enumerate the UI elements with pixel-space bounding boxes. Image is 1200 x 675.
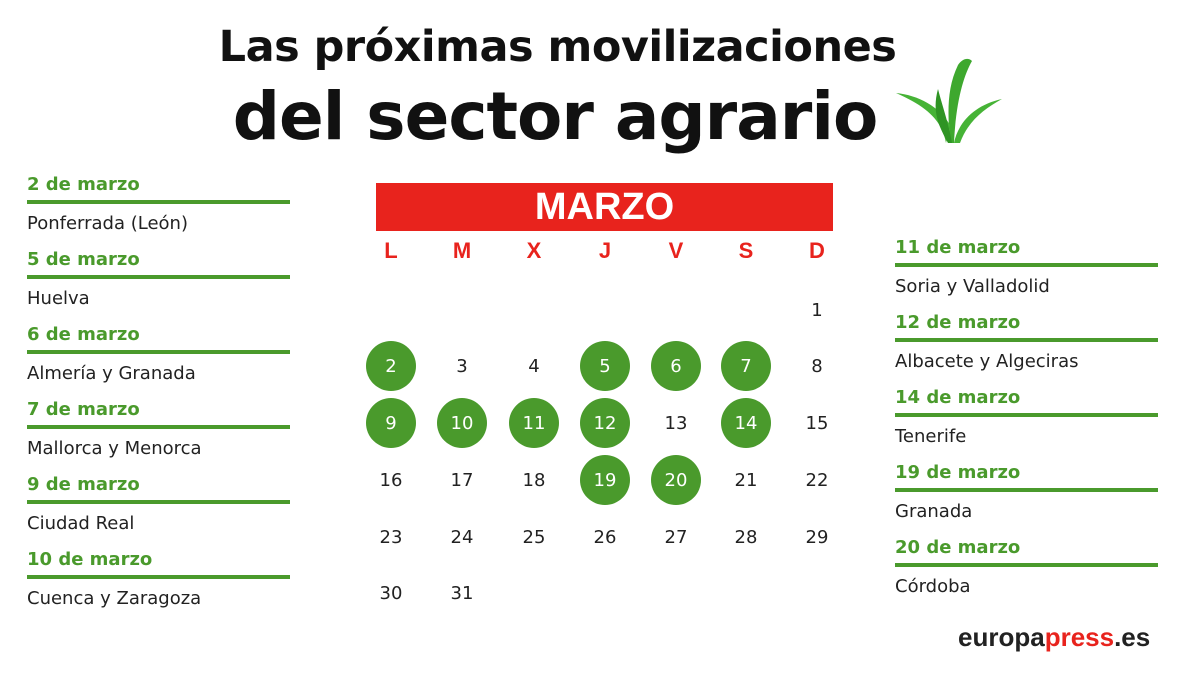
left-event-list: 2 de marzo Ponferrada (León) 5 de marzo Hue… [27, 174, 290, 624]
event-date: 7 de marzo [27, 399, 140, 420]
event-entry: 9 de marzo Ciudad Real [27, 474, 290, 549]
event-place: Córdoba [895, 576, 971, 597]
event-divider [895, 563, 1158, 567]
event-place: Huelva [27, 288, 90, 309]
weekday-label: S [738, 238, 754, 263]
calendar-day-highlighted: 10 [437, 398, 487, 448]
event-entry: 5 de marzo Huelva [27, 249, 290, 324]
calendar-day: 24 [450, 526, 474, 548]
calendar-day: 21 [734, 469, 758, 491]
event-date: 5 de marzo [27, 249, 140, 270]
calendar-day-highlighted: 14 [721, 398, 771, 448]
europapress-logo: europapress.es [958, 622, 1168, 653]
calendar-day: 17 [450, 469, 474, 491]
event-date: 14 de marzo [895, 387, 1021, 408]
calendar-day: 18 [522, 469, 546, 491]
calendar-day: 13 [664, 412, 688, 434]
event-entry: 12 de marzo Albacete y Algeciras [895, 312, 1158, 387]
calendar-day-highlighted: 6 [651, 341, 701, 391]
logo-text-main: europa [958, 622, 1045, 652]
calendar-day-highlighted: 9 [366, 398, 416, 448]
event-divider [27, 500, 290, 504]
weekday-label: V [668, 238, 684, 263]
event-date: 11 de marzo [895, 237, 1021, 258]
weekday-label: M [452, 238, 472, 263]
event-date: 9 de marzo [27, 474, 140, 495]
calendar-day-highlighted: 12 [580, 398, 630, 448]
calendar-day: 8 [811, 355, 823, 377]
logo-text-accent: press [1044, 622, 1115, 652]
event-divider [895, 338, 1158, 342]
calendar-day: 31 [450, 582, 474, 604]
event-divider [895, 263, 1158, 267]
weekday-label: L [384, 238, 398, 263]
calendar-day: 27 [664, 526, 688, 548]
calendar-day: 25 [522, 526, 546, 548]
weekday-label: D [809, 238, 825, 263]
event-place: Tenerife [895, 426, 967, 447]
calendar-day-highlighted: 20 [651, 455, 701, 505]
event-date: 19 de marzo [895, 462, 1021, 483]
event-entry: 7 de marzo Mallorca y Menorca [27, 399, 290, 474]
calendar-day-highlighted: 7 [721, 341, 771, 391]
event-entry: 11 de marzo Soria y Valladolid [895, 237, 1158, 312]
event-divider [27, 275, 290, 279]
event-entry: 19 de marzo Granada [895, 462, 1158, 537]
logo-text-suffix: .es [1114, 622, 1151, 652]
calendar-day: 26 [593, 526, 617, 548]
event-entry: 2 de marzo Ponferrada (León) [27, 174, 290, 249]
calendar-day: 30 [379, 582, 403, 604]
event-date: 2 de marzo [27, 174, 140, 195]
event-divider [895, 413, 1158, 417]
event-place: Albacete y Algeciras [895, 351, 1079, 372]
weekday-label: X [526, 238, 542, 263]
event-place: Almería y Granada [27, 363, 196, 384]
event-date: 20 de marzo [895, 537, 1021, 558]
calendar-day-highlighted: 11 [509, 398, 559, 448]
calendar-day: 16 [379, 469, 403, 491]
event-divider [895, 488, 1158, 492]
event-divider [27, 350, 290, 354]
calendar-day: 1 [811, 299, 823, 321]
month-header: MARZO [376, 183, 833, 231]
event-place: Mallorca y Menorca [27, 438, 202, 459]
event-place: Granada [895, 501, 973, 522]
event-place: Ciudad Real [27, 513, 135, 534]
event-divider [27, 425, 290, 429]
event-place: Ponferrada (León) [27, 213, 188, 234]
calendar-day-highlighted: 19 [580, 455, 630, 505]
calendar-day: 4 [528, 355, 540, 377]
event-entry: 20 de marzo Córdoba [895, 537, 1158, 612]
right-event-list: 11 de marzo Soria y Valladolid 12 de marzo… [895, 237, 1158, 612]
calendar-day-highlighted: 5 [580, 341, 630, 391]
event-entry: 6 de marzo Almería y Granada [27, 324, 290, 399]
calendar-day-highlighted: 2 [366, 341, 416, 391]
weekday-label: J [598, 238, 612, 263]
calendar-day: 22 [805, 469, 829, 491]
calendar-day: 28 [734, 526, 758, 548]
calendar-day: 29 [805, 526, 829, 548]
title-line-2: del sector agrario [232, 78, 879, 155]
calendar-day: 15 [805, 412, 829, 434]
event-divider [27, 200, 290, 204]
calendar-day: 3 [456, 355, 468, 377]
event-date: 10 de marzo [27, 549, 153, 570]
event-date: 12 de marzo [895, 312, 1021, 333]
title-line-1: Las próximas movilizaciones [218, 22, 897, 72]
calendar-day: 23 [379, 526, 403, 548]
event-divider [27, 575, 290, 579]
plant-sprout-icon [896, 58, 1002, 144]
event-entry: 14 de marzo Tenerife [895, 387, 1158, 462]
event-place: Soria y Valladolid [895, 276, 1050, 297]
event-date: 6 de marzo [27, 324, 140, 345]
event-entry: 10 de marzo Cuenca y Zaragoza [27, 549, 290, 624]
event-place: Cuenca y Zaragoza [27, 588, 202, 609]
